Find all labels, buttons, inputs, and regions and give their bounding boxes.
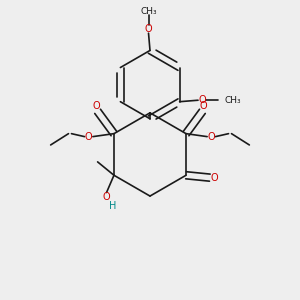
Text: O: O xyxy=(208,132,215,142)
Text: O: O xyxy=(145,24,152,34)
Text: O: O xyxy=(103,192,110,202)
Text: O: O xyxy=(200,101,207,111)
Text: CH₃: CH₃ xyxy=(140,7,157,16)
Text: H: H xyxy=(109,201,116,211)
Text: O: O xyxy=(85,132,92,142)
Text: CH₃: CH₃ xyxy=(224,96,241,105)
Text: O: O xyxy=(93,101,100,111)
Text: O: O xyxy=(211,172,218,183)
Text: O: O xyxy=(198,95,206,105)
